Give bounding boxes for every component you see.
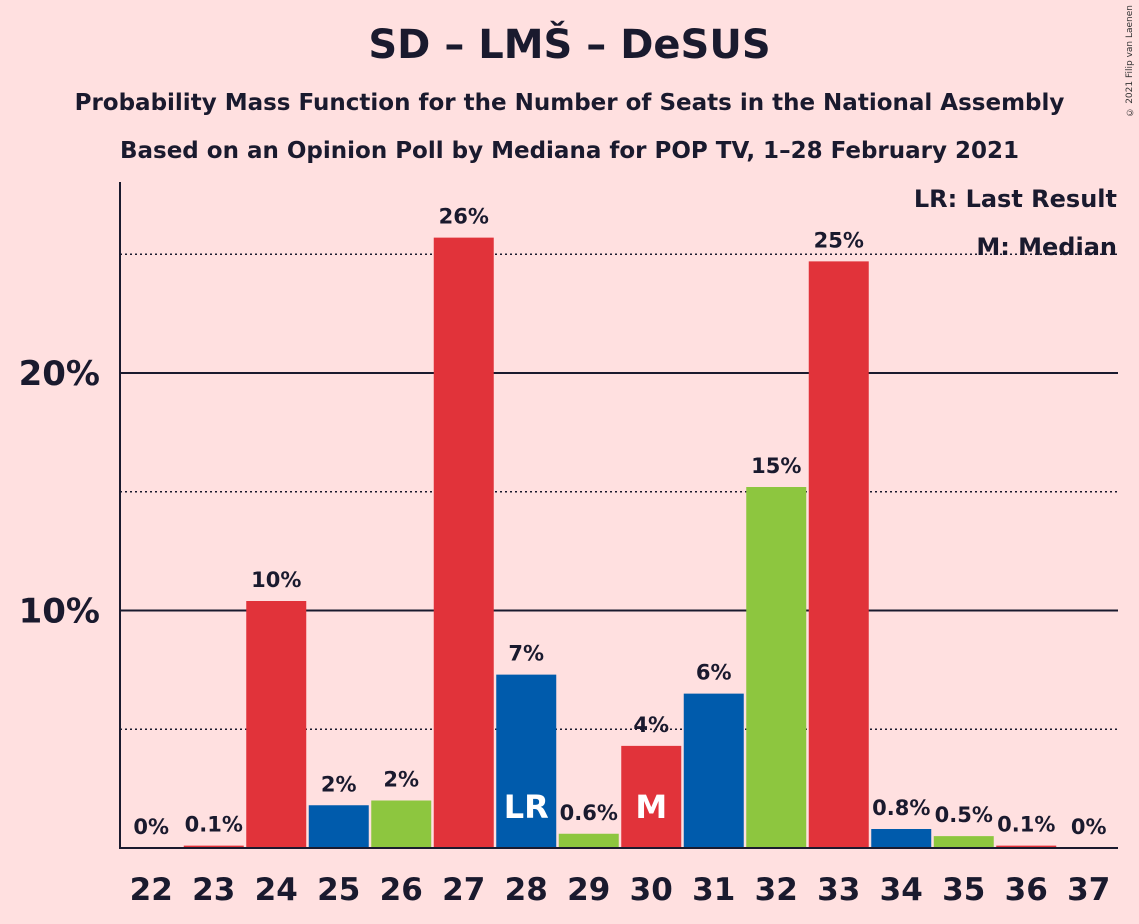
bar-29 [558,833,619,848]
x-tick-label: 34 [880,872,923,908]
data-label-36: 0.1% [997,813,1055,837]
data-label-26: 2% [383,768,419,792]
data-label-37: 0% [1071,815,1107,839]
data-label-23: 0.1% [185,813,243,837]
data-label-32: 15% [751,454,801,478]
bar-32 [746,487,807,848]
data-label-25: 2% [321,772,357,796]
bar-25 [308,805,369,848]
chart-subtitle-1: Probability Mass Function for the Number… [74,90,1065,116]
x-tick-label: 35 [942,872,985,908]
y-tick-label: 10% [19,592,100,632]
bar-33 [808,261,869,848]
legend-median: M: Median [976,233,1117,261]
bar-26 [371,800,432,848]
x-tick-label: 30 [630,872,673,908]
legend-last-result: LR: Last Result [913,185,1117,213]
data-label-33: 25% [814,228,864,252]
bar-27 [433,237,494,848]
bar-36 [996,845,1057,848]
x-tick-label: 29 [567,872,610,908]
y-axis: 10% 20% [19,182,121,849]
data-label-35: 0.5% [935,803,993,827]
data-label-28: 7% [508,642,544,666]
x-tick-label: 27 [442,872,485,908]
data-label-30: 4% [633,713,669,737]
x-tick-label: 31 [692,872,735,908]
bar-34 [871,829,932,848]
x-tick-label: 37 [1067,872,1110,908]
data-label-24: 10% [251,568,301,592]
bar-marker-LR: LR [504,788,549,826]
x-tick-label: 33 [817,872,860,908]
data-label-22: 0% [133,815,169,839]
y-tick-label: 20% [19,354,100,394]
x-tick-label: 22 [130,872,173,908]
data-label-31: 6% [696,661,732,685]
bar-23 [183,845,244,848]
x-tick-label: 24 [255,872,298,908]
x-tick-label: 25 [317,872,360,908]
x-axis: 22 23 24 25 26 27 28 29 30 31 32 33 34 35 36 37 [119,847,1118,908]
x-tick-label: 28 [505,872,548,908]
x-tick-label: 36 [1005,872,1048,908]
bar-28 [496,674,557,848]
x-tick-label: 32 [755,872,798,908]
chart-subtitle-2: Based on an Opinion Poll by Mediana for … [119,138,1020,164]
data-labels: 0% 0.1%10%2% 2%26%7%LR 0.6%4%M6%15%25%0.8% 0… [133,205,1106,839]
data-label-27: 26% [439,205,489,229]
bar-31 [683,693,744,848]
bar-marker-M: M [635,788,667,826]
data-label-34: 0.8% [872,796,930,820]
bar-30 [621,745,682,848]
data-label-29: 0.6% [560,801,618,825]
copyright-text: © 2021 Filip van Laenen [1125,5,1135,117]
bar-35 [933,836,994,848]
bars [183,237,1057,848]
x-tick-label: 26 [380,872,423,908]
chart-title: SD – LMŠ – DeSUS [368,22,771,68]
bar-24 [246,601,307,848]
x-tick-label: 23 [192,872,235,908]
